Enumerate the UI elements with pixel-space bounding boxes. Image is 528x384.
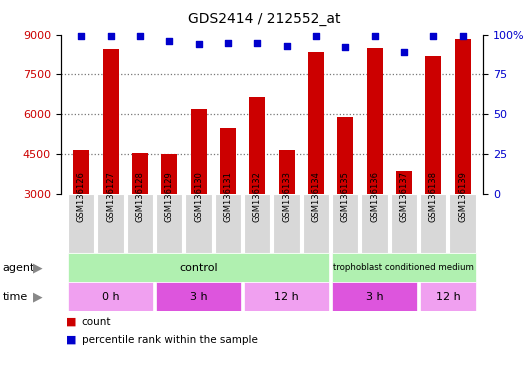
Text: GSM136133: GSM136133 [282, 171, 291, 222]
Text: trophoblast conditioned medium: trophoblast conditioned medium [334, 263, 474, 272]
Text: GSM136138: GSM136138 [429, 171, 438, 222]
Bar [332, 194, 359, 253]
Text: time: time [3, 291, 28, 302]
Bar [420, 194, 447, 253]
Bar [68, 194, 95, 253]
Text: agent: agent [3, 263, 35, 273]
Bar [185, 194, 212, 253]
Text: GSM136139: GSM136139 [458, 171, 467, 222]
Text: count: count [82, 317, 111, 327]
Text: percentile rank within the sample: percentile rank within the sample [82, 335, 258, 345]
Bar [127, 194, 153, 253]
Bar [274, 194, 300, 253]
Text: 12 h: 12 h [274, 291, 299, 302]
Bar [68, 282, 153, 311]
Bar [215, 194, 241, 253]
Point [165, 38, 174, 44]
Bar [102, 49, 119, 194]
Point [341, 44, 350, 50]
Point [400, 49, 408, 55]
Text: GSM136128: GSM136128 [135, 171, 145, 222]
Bar [156, 194, 183, 253]
Bar [455, 38, 470, 194]
Bar [220, 127, 236, 194]
Bar [396, 171, 412, 194]
Text: GSM136134: GSM136134 [312, 171, 320, 222]
Text: 0 h: 0 h [102, 291, 119, 302]
Text: GSM136129: GSM136129 [165, 171, 174, 222]
Text: GSM136126: GSM136126 [77, 171, 86, 222]
Text: ■: ■ [66, 335, 77, 345]
Bar [244, 194, 270, 253]
Point [429, 33, 438, 39]
Text: ■: ■ [66, 317, 77, 327]
Text: GSM136132: GSM136132 [253, 171, 262, 222]
Text: GSM136127: GSM136127 [106, 171, 115, 222]
Bar [332, 253, 476, 282]
Bar [249, 97, 265, 194]
Bar [156, 282, 241, 311]
Text: GSM136136: GSM136136 [370, 171, 379, 222]
Text: ▶: ▶ [33, 290, 43, 303]
Text: GDS2414 / 212552_at: GDS2414 / 212552_at [188, 12, 340, 25]
Text: ▶: ▶ [33, 262, 43, 274]
Bar [73, 150, 89, 194]
Point [312, 33, 320, 39]
Bar [132, 153, 148, 194]
Bar [68, 253, 329, 282]
Text: GSM136130: GSM136130 [194, 171, 203, 222]
Point [194, 41, 203, 47]
Bar [244, 282, 329, 311]
Bar [366, 48, 383, 194]
Text: 3 h: 3 h [190, 291, 208, 302]
Text: GSM136135: GSM136135 [341, 171, 350, 222]
Bar [332, 282, 417, 311]
Point [224, 40, 232, 46]
Bar [303, 194, 329, 253]
Bar [420, 282, 476, 311]
Bar [391, 194, 417, 253]
Text: GSM136131: GSM136131 [223, 171, 232, 222]
Point [282, 43, 291, 49]
Bar [449, 194, 476, 253]
Text: GSM136137: GSM136137 [399, 171, 409, 222]
Bar [361, 194, 388, 253]
Bar [279, 150, 295, 194]
Text: 3 h: 3 h [366, 291, 383, 302]
Point [370, 33, 379, 39]
Bar [425, 56, 441, 194]
Bar [161, 154, 177, 194]
Bar [308, 52, 324, 194]
Point [106, 33, 115, 39]
Bar [337, 117, 353, 194]
Point [458, 33, 467, 39]
Bar [97, 194, 124, 253]
Point [136, 33, 144, 39]
Bar [191, 109, 206, 194]
Text: 12 h: 12 h [436, 291, 460, 302]
Point [253, 40, 261, 46]
Text: control: control [180, 263, 218, 273]
Point [77, 33, 86, 39]
